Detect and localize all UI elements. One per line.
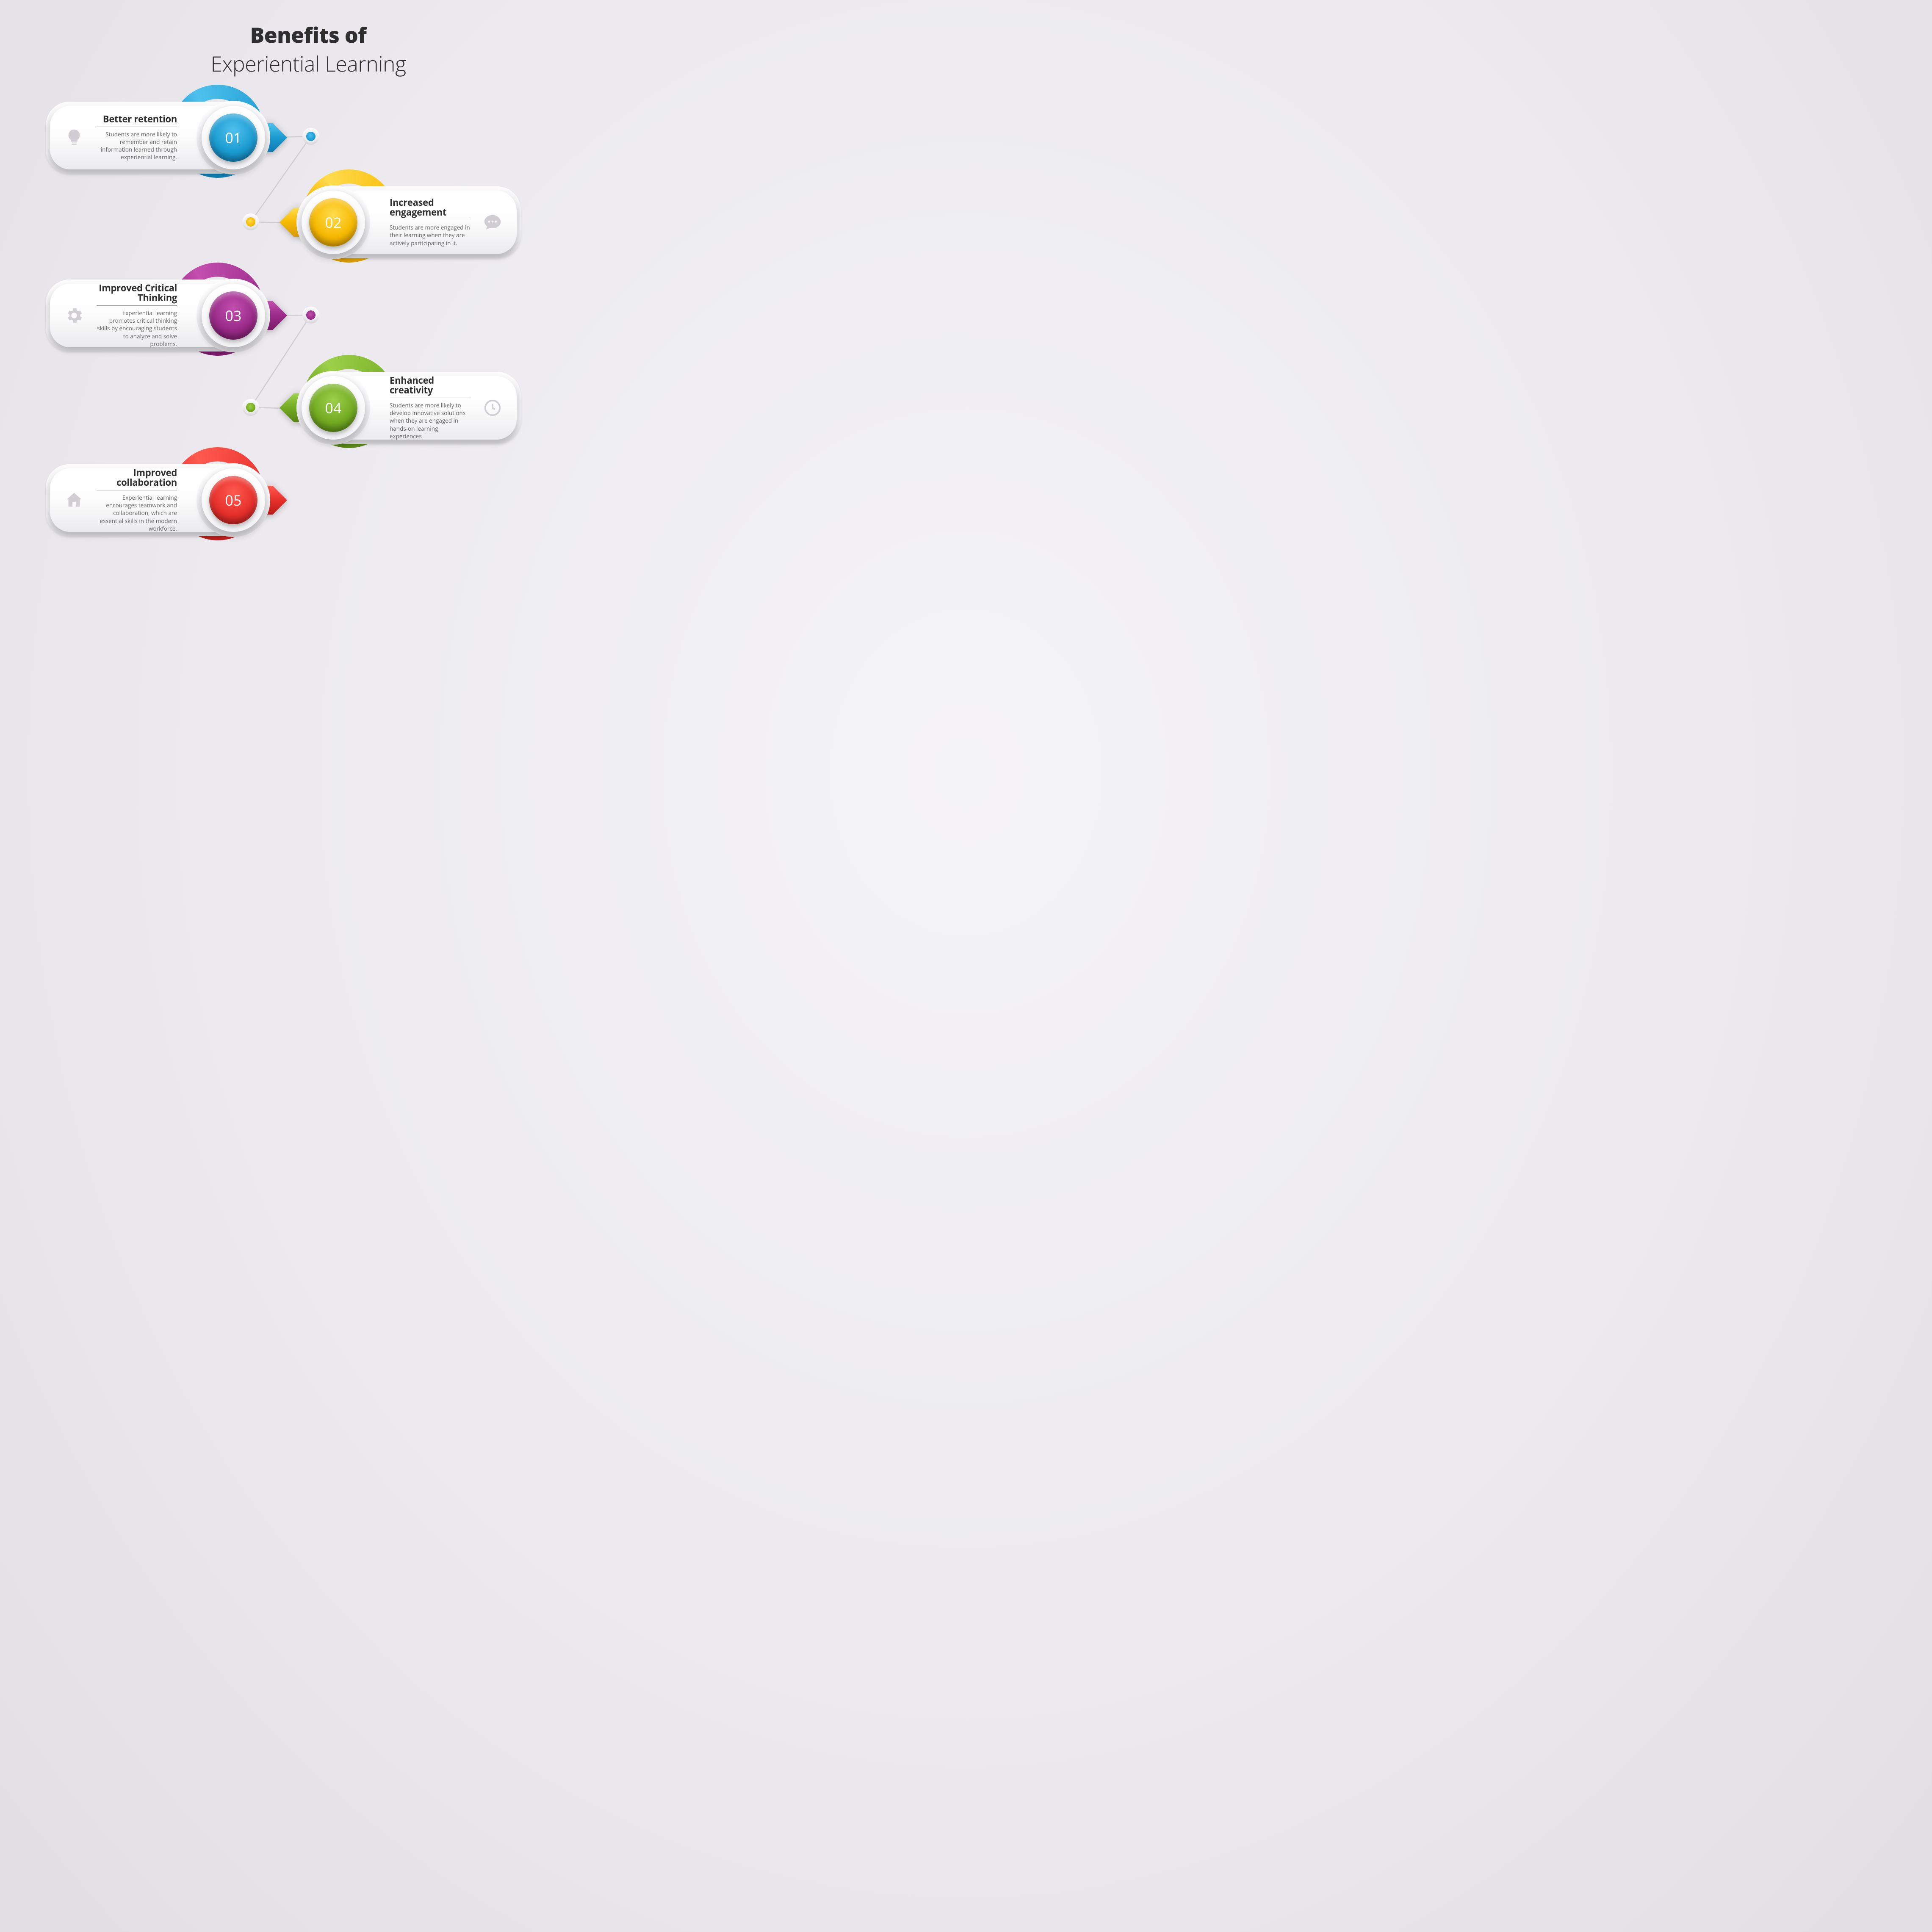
benefit-number: 03 — [209, 291, 257, 340]
benefit-title: Better retention — [97, 114, 177, 127]
benefit-card: Improved collaboration Experiential learn… — [46, 464, 245, 536]
benefit-item-04: Enhanced creativity Students are more lik… — [322, 372, 521, 444]
page-title-block: Benefits of Experiential Learning — [0, 20, 617, 78]
benefit-card: Better retention Students are more likely… — [46, 102, 245, 174]
chat-icon — [483, 213, 502, 232]
connector-dot — [302, 128, 319, 145]
benefit-number: 05 — [209, 476, 257, 524]
benefit-number: 01 — [209, 113, 257, 162]
connector-dot — [302, 307, 319, 324]
number-disc: 04 — [296, 371, 370, 445]
benefit-number: 04 — [309, 384, 357, 432]
connector-dot — [242, 399, 259, 416]
benefit-description: Students are more engaged in their learn… — [390, 224, 470, 247]
title-line-1: Benefits of — [0, 20, 617, 49]
benefit-description: Students are more likely to remember and… — [97, 130, 177, 161]
benefit-title: Increased engagement — [390, 198, 470, 220]
number-disc: 05 — [197, 463, 270, 537]
benefit-description: Experiential learning promotes critical … — [97, 309, 177, 348]
number-disc: 01 — [197, 101, 270, 174]
benefit-title: Improved Critical Thinking — [97, 283, 177, 306]
title-line-2: Experiential Learning — [0, 49, 617, 78]
benefit-card: Enhanced creativity Students are more lik… — [322, 372, 521, 444]
benefit-item-01: Better retention Students are more likely… — [46, 102, 245, 174]
benefit-item-05: Improved collaboration Experiential learn… — [46, 464, 245, 536]
bulb-icon — [64, 128, 84, 147]
benefit-description: Students are more likely to develop inno… — [390, 401, 470, 440]
benefit-card: Increased engagement Students are more en… — [322, 186, 521, 258]
benefit-description: Experiential learning encourages teamwor… — [97, 494, 177, 532]
benefit-item-03: Improved Critical Thinking Experiential l… — [46, 280, 245, 352]
benefit-item-02: Increased engagement Students are more en… — [322, 186, 521, 258]
benefit-number: 02 — [309, 198, 357, 246]
number-disc: 02 — [296, 185, 370, 259]
benefit-title: Enhanced creativity — [390, 376, 470, 398]
benefit-title: Improved collaboration — [97, 468, 177, 490]
gear-icon — [64, 306, 84, 325]
number-disc: 03 — [197, 279, 270, 352]
connector-dot — [242, 213, 259, 230]
home-icon — [64, 490, 84, 510]
benefit-card: Improved Critical Thinking Experiential l… — [46, 280, 245, 352]
clock-icon — [483, 398, 502, 418]
